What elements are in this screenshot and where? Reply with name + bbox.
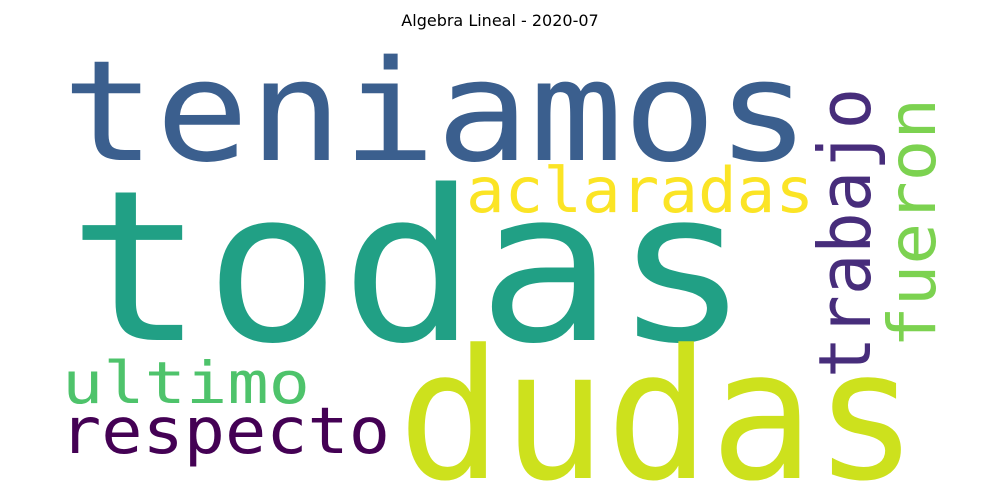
word-fueron: fueron [874, 98, 951, 348]
figure-title: Algebra Lineal - 2020-07 [401, 11, 599, 30]
word-ultimo: ultimo [62, 349, 310, 417]
word-todas: todas [68, 145, 750, 390]
word-aclaradas: aclaradas [466, 154, 814, 227]
word-dudas: dudas [398, 312, 918, 500]
word-teniamos: teniamos [62, 31, 810, 194]
word-respecto: respecto [60, 395, 390, 469]
word-trabajo: trabajo [803, 88, 887, 378]
